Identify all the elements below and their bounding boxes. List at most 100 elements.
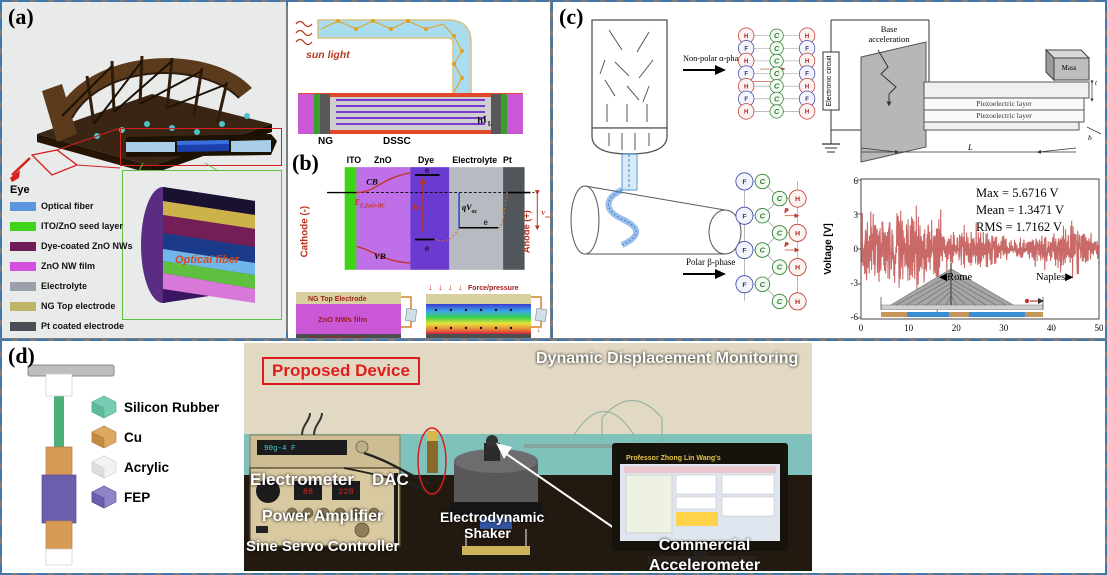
svg-text:C: C bbox=[777, 194, 783, 203]
svg-text:Base: Base bbox=[881, 24, 898, 34]
svg-text:C: C bbox=[774, 31, 780, 40]
svg-text:Force/pressure: Force/pressure bbox=[468, 285, 519, 292]
svg-text:e: e bbox=[484, 218, 488, 227]
svg-text:NG Top Electrode: NG Top Electrode bbox=[308, 296, 367, 303]
svg-text:0: 0 bbox=[859, 323, 864, 333]
svg-text:F: F bbox=[742, 282, 746, 289]
svg-text:H: H bbox=[795, 196, 800, 203]
svg-text:↓: ↓ bbox=[428, 282, 433, 292]
svg-text:F: F bbox=[744, 46, 748, 52]
svg-text:P: P bbox=[785, 208, 789, 214]
svg-text:Piezoelectric layer: Piezoelectric layer bbox=[976, 111, 1032, 120]
svg-text:Electrolyte: Electrolyte bbox=[452, 155, 497, 165]
svg-text:NG: NG bbox=[318, 136, 333, 146]
svg-text:e: e bbox=[425, 244, 429, 253]
svg-text:RMS = 1.7162 V: RMS = 1.7162 V bbox=[976, 220, 1062, 234]
svg-text:Mass: Mass bbox=[1062, 64, 1077, 72]
svg-text:Mean = 1.3471 V: Mean = 1.3471 V bbox=[976, 203, 1064, 217]
svg-text:b: b bbox=[1088, 133, 1092, 142]
svg-text:C: C bbox=[774, 56, 780, 65]
svg-text:F: F bbox=[742, 179, 746, 186]
svg-text:Pt: Pt bbox=[503, 155, 512, 165]
svg-text:Eye: Eye bbox=[10, 184, 30, 196]
svg-text:Voc(max): Voc(max) bbox=[541, 210, 550, 219]
svg-text:Piezoelectric layer: Piezoelectric layer bbox=[976, 99, 1032, 108]
svg-text:acceleration: acceleration bbox=[868, 34, 910, 44]
svg-text:-3: -3 bbox=[851, 278, 859, 288]
svg-text:Acrylic: Acrylic bbox=[124, 460, 170, 475]
svg-text:t: t bbox=[1095, 79, 1098, 87]
svg-text:C: C bbox=[777, 297, 783, 306]
svg-text:20: 20 bbox=[952, 323, 962, 333]
svg-text:ZnO NWs film: ZnO NWs film bbox=[318, 315, 367, 324]
svg-text:H: H bbox=[744, 84, 748, 90]
svg-text:Voltage [V]: Voltage [V] bbox=[823, 223, 834, 274]
svg-text:Professor Zhong Lin Wang's: Professor Zhong Lin Wang's bbox=[626, 455, 721, 462]
svg-text:C: C bbox=[774, 69, 780, 78]
svg-text:30: 30 bbox=[999, 323, 1009, 333]
svg-text:50: 50 bbox=[1095, 323, 1104, 333]
svg-text:F: F bbox=[805, 46, 809, 52]
svg-text:H: H bbox=[805, 110, 809, 116]
svg-text:H: H bbox=[795, 230, 800, 237]
svg-text:hv: hv bbox=[413, 202, 422, 212]
svg-text:40: 40 bbox=[1047, 323, 1057, 333]
svg-text:F: F bbox=[744, 97, 748, 103]
svg-text:Anode (+): Anode (+) bbox=[521, 210, 531, 253]
svg-text:Cathode (-): Cathode (-) bbox=[300, 206, 311, 258]
svg-text:Max = 5.6716 V: Max = 5.6716 V bbox=[976, 186, 1059, 200]
svg-text:Electronic circuit: Electronic circuit bbox=[826, 55, 833, 106]
svg-text:H: H bbox=[744, 34, 748, 40]
svg-text:H: H bbox=[744, 110, 748, 116]
svg-text:C: C bbox=[760, 280, 766, 289]
svg-text:-6: -6 bbox=[851, 312, 859, 322]
svg-text:Pt coated electrode: Pt coated electrode bbox=[310, 336, 366, 338]
svg-text:P: P bbox=[785, 243, 789, 249]
svg-text:L: L bbox=[967, 142, 973, 152]
svg-text:10: 10 bbox=[904, 323, 914, 333]
svg-text:e: e bbox=[425, 166, 429, 175]
svg-text:Polar β-phase: Polar β-phase bbox=[686, 257, 735, 267]
svg-text:↓: ↓ bbox=[537, 327, 541, 334]
svg-text:6: 6 bbox=[854, 177, 859, 186]
svg-text:↓: ↓ bbox=[458, 282, 463, 292]
svg-text:Non-polar α-phase: Non-polar α-phase bbox=[683, 54, 745, 63]
svg-text:H: H bbox=[795, 299, 800, 306]
svg-text:H: H bbox=[795, 265, 800, 272]
svg-text:C: C bbox=[774, 44, 780, 53]
svg-text:FEP: FEP bbox=[124, 490, 150, 505]
svg-text:C: C bbox=[774, 107, 780, 116]
svg-text:C: C bbox=[777, 228, 783, 237]
svg-text:Naples▶: Naples▶ bbox=[1036, 272, 1074, 283]
svg-text:H: H bbox=[805, 84, 809, 90]
svg-text:F: F bbox=[805, 72, 809, 78]
svg-text:C: C bbox=[760, 211, 766, 220]
svg-text:F: F bbox=[742, 248, 746, 255]
svg-text:Dye: Dye bbox=[418, 155, 434, 165]
svg-text:F: F bbox=[805, 97, 809, 103]
svg-text:ZnO: ZnO bbox=[374, 155, 392, 165]
svg-text:F: F bbox=[744, 72, 748, 78]
svg-text:↓: ↓ bbox=[438, 282, 443, 292]
svg-text:◀Rome: ◀Rome bbox=[939, 272, 972, 283]
svg-text:↓: ↓ bbox=[448, 282, 453, 292]
svg-text:C: C bbox=[760, 246, 766, 255]
svg-text:Optical fiber: Optical fiber bbox=[175, 254, 240, 266]
svg-text:CB: CB bbox=[366, 177, 378, 187]
svg-text:DSSC: DSSC bbox=[383, 136, 411, 146]
svg-text:F: F bbox=[742, 213, 746, 220]
svg-text:C: C bbox=[777, 263, 783, 272]
svg-text:C: C bbox=[760, 177, 766, 186]
svg-text:VB: VB bbox=[374, 251, 386, 261]
svg-text:Cu: Cu bbox=[124, 430, 142, 445]
svg-text:C: C bbox=[774, 82, 780, 91]
svg-text:H: H bbox=[805, 34, 809, 40]
svg-text:H: H bbox=[744, 59, 748, 65]
svg-text:90g-4 F: 90g-4 F bbox=[264, 445, 296, 453]
svg-text:ITO: ITO bbox=[347, 155, 362, 165]
svg-text:Silicon Rubber: Silicon Rubber bbox=[124, 400, 220, 415]
svg-text:H: H bbox=[805, 59, 809, 65]
svg-text:sun light: sun light bbox=[306, 49, 350, 61]
svg-text:C: C bbox=[774, 94, 780, 103]
svg-text:3: 3 bbox=[854, 210, 859, 220]
